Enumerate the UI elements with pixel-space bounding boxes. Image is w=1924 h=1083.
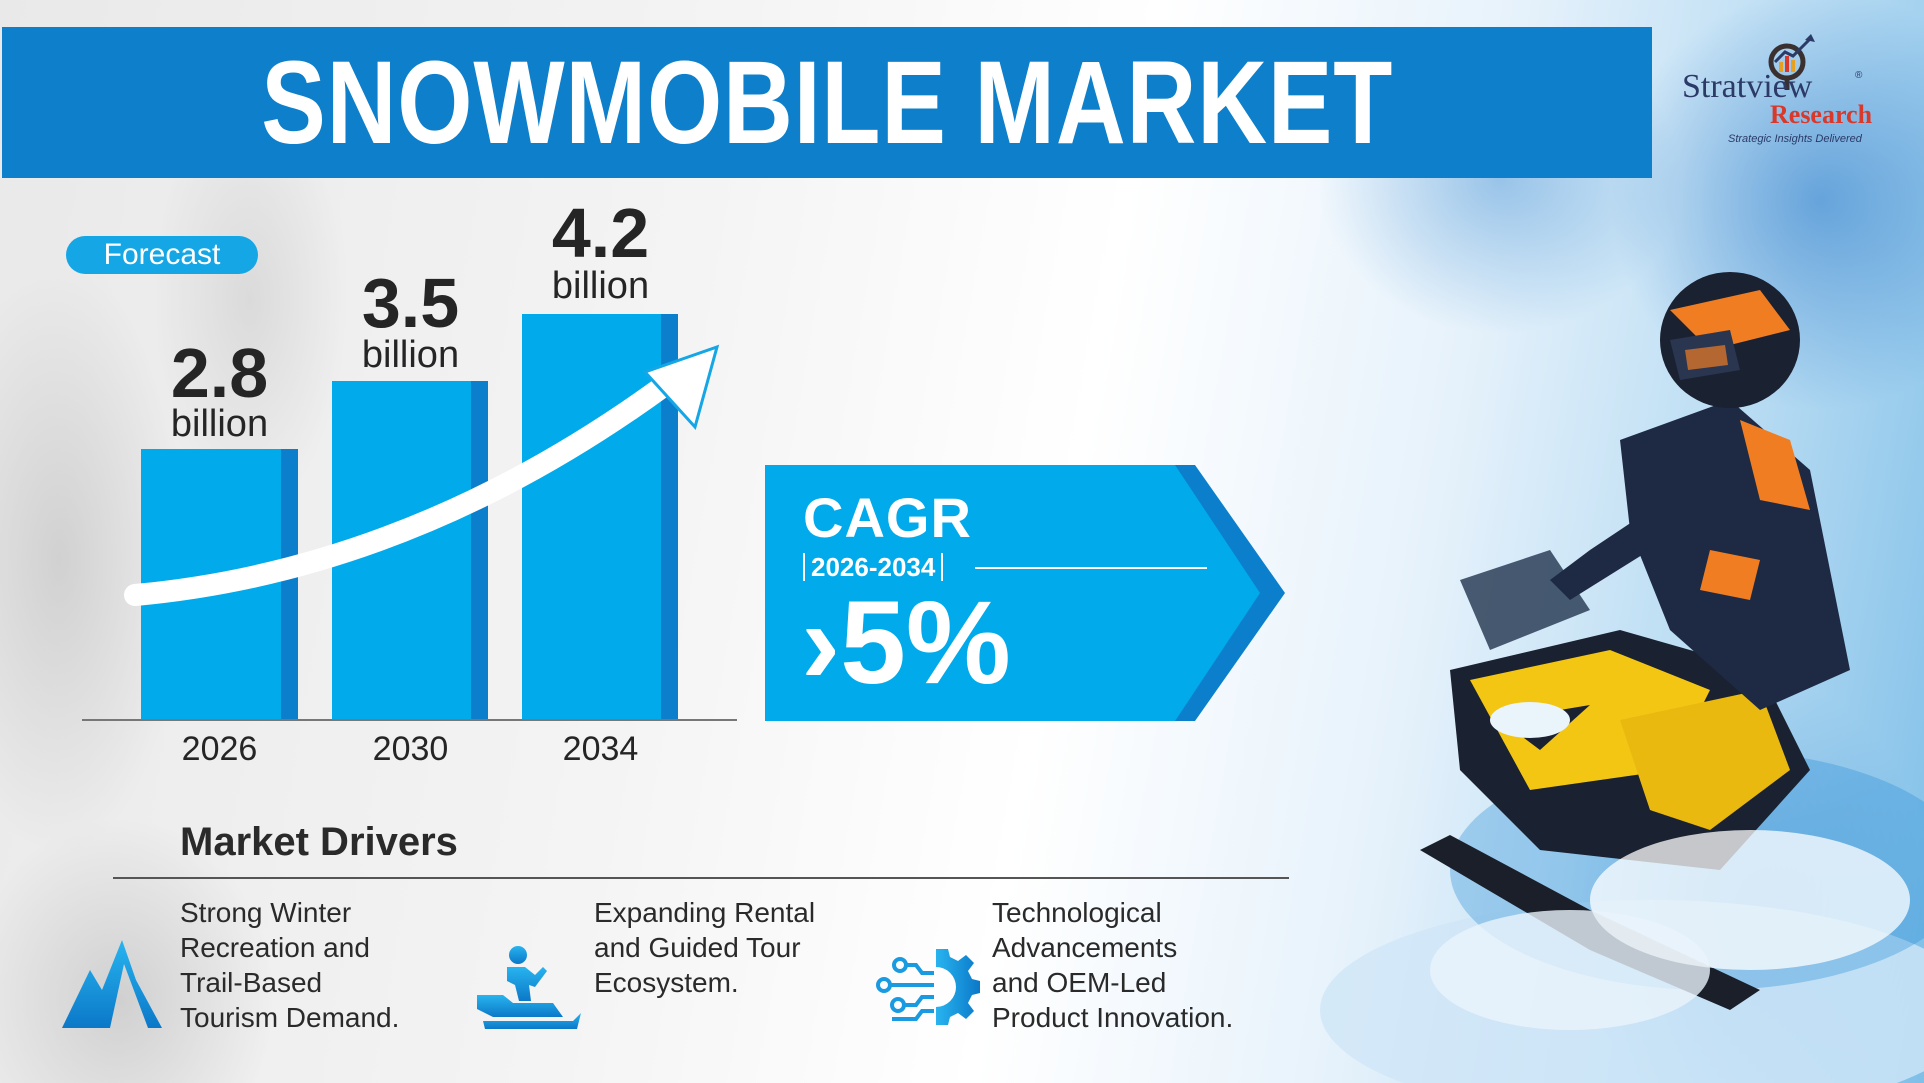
driver-line: Product Innovation. [992,1002,1234,1033]
x-axis-label-2034: 2034 [562,730,639,768]
driver-item-winter-recreation: Strong Winter Recreation and Trail-Based… [62,895,432,1045]
driver-item-tech-innovation: Technological Advancements and OEM-Led P… [876,895,1296,1045]
title-banner: SNOWMOBILE MARKET [2,27,1652,178]
bar-unit-2030: billion [361,334,460,376]
bar-shade [661,314,678,719]
driver-item-rental-tours: Expanding Rental and Guided Tour Ecosyst… [470,895,850,1045]
magnifier-chart-icon [1768,34,1815,90]
snowmobile-rider-icon [477,946,581,1029]
x-axis-label-2026: 2026 [181,730,258,768]
logo-brand-stratview: Stratview [1682,68,1813,105]
logo-tagline: Strategic Insights Delivered [1728,133,1862,145]
market-drivers-heading: Market Drivers [180,820,458,864]
bar-2030 [332,381,488,719]
driver-line: Advancements [992,932,1178,963]
bar-unit-2026: billion [170,403,269,445]
cagr-period-line [975,567,1207,569]
page-title: SNOWMOBILE MARKET [261,36,1393,169]
driver-line: Ecosystem. [594,967,739,998]
snowmobile-rider-illustration [1320,272,1924,1083]
driver-line: Expanding Rental [594,897,816,928]
bar-value-2034: 4.2 [551,194,650,272]
stratview-logo: Stratview ® Research Strategic Insights … [1670,30,1910,145]
registered-mark: ® [1855,70,1863,81]
market-drivers-divider [113,877,1289,879]
bar-shade [471,381,488,719]
cagr-label: CAGR [803,486,972,549]
bar-shade [281,449,298,719]
logo-brand-research: Research [1770,100,1873,129]
bar-2034 [522,314,678,719]
driver-line: Strong Winter [180,897,352,928]
mountain-icon [62,940,162,1028]
driver-line: Trail-Based [180,967,323,998]
bar-unit-2034: billion [551,265,650,307]
x-axis-label-2030: 2030 [372,730,449,768]
bar-value-2026: 2.8 [170,334,269,412]
driver-line: and OEM-Led [992,967,1167,998]
x-axis-line [82,719,737,721]
driver-line: Recreation and [180,932,370,963]
cagr-value: ›5% [801,577,1011,709]
tech-gear-icon [876,949,980,1025]
bar-value-2030: 3.5 [361,264,460,342]
driver-text: Technological Advancements and OEM-Led P… [992,895,1233,1035]
bar-2026 [141,449,298,719]
driver-line: Technological [992,897,1162,928]
cagr-callout: CAGR 2026-2034 ›5% [765,465,1285,721]
cagr-arrow-shape [765,465,1285,721]
forecast-badge: Forecast [66,236,258,274]
driver-text: Expanding Rental and Guided Tour Ecosyst… [594,895,815,1000]
market-size-bar-chart: 2.8 billion 3.5 billion 4.2 billion 2026… [0,0,760,780]
driver-line: and Guided Tour [594,932,801,963]
cagr-period: 2026-2034 [803,553,944,581]
driver-line: Tourism Demand. [180,1002,400,1033]
driver-text: Strong Winter Recreation and Trail-Based… [180,895,399,1035]
